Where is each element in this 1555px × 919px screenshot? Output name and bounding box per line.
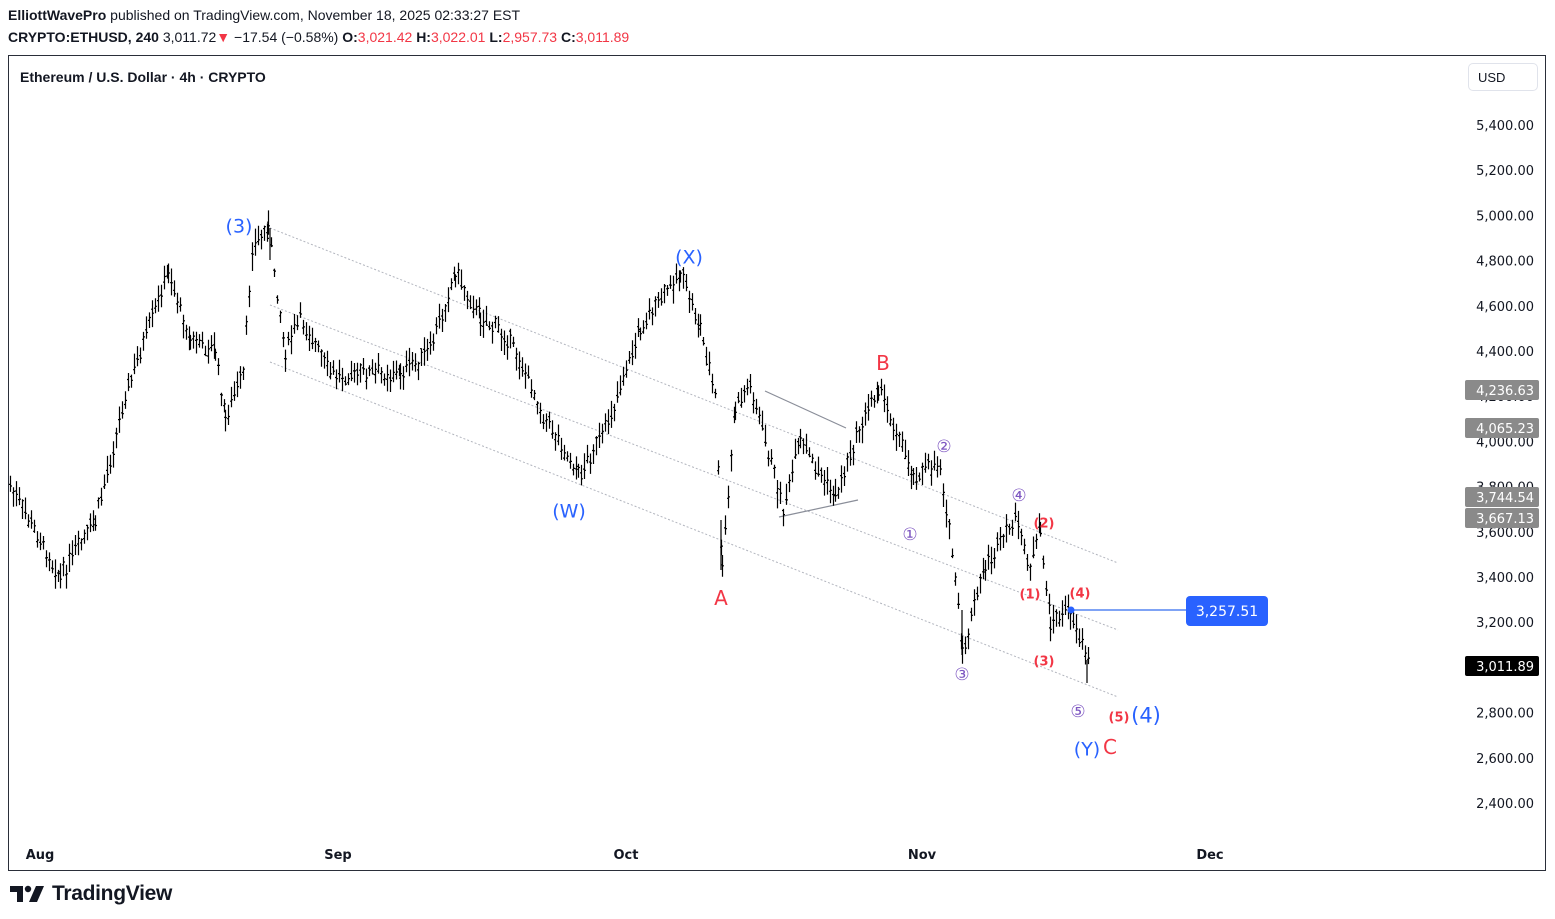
svg-text:4,065.23: 4,065.23 (1476, 422, 1534, 437)
open-value: 3,021.42 (357, 29, 413, 45)
trend-channel[interactable] (269, 227, 1119, 698)
price-badge (1465, 487, 1539, 507)
tradingview-logo-icon (10, 885, 44, 902)
channel-line-middle[interactable] (269, 304, 1119, 631)
triangle-line[interactable] (778, 499, 859, 518)
y-tick-label: 4,800.00 (1476, 255, 1534, 270)
wave-label: (5) (1109, 711, 1130, 726)
price-badge (1465, 380, 1539, 400)
svg-text:4,236.63: 4,236.63 (1476, 384, 1534, 399)
price-marker-3257[interactable]: 3,257.51 (1067, 596, 1269, 626)
wave-label: ⑤ (1070, 702, 1085, 722)
currency-button[interactable]: USD (1468, 63, 1538, 91)
wave-label: ① (902, 525, 917, 545)
wave-label: C (1103, 735, 1117, 759)
x-tick-label: Dec (1196, 848, 1223, 863)
svg-text:3,744.54: 3,744.54 (1476, 491, 1534, 506)
wave-label: (X) (675, 247, 703, 269)
open-label: O: (342, 29, 358, 45)
tradingview-brand: TradingView (52, 882, 173, 905)
wave-label: ② (936, 437, 951, 457)
x-tick-label: Sep (324, 848, 352, 863)
svg-text:3,011.89: 3,011.89 (1476, 660, 1534, 675)
y-tick-label: 2,800.00 (1476, 707, 1534, 722)
symbol-info-line: CRYPTO:ETHUSD, 240 3,011.72▼ −17.54 (−0.… (8, 29, 629, 45)
channel-line-upper[interactable] (269, 227, 1119, 564)
marker-price-badge[interactable] (1186, 596, 1268, 626)
symbol-label: CRYPTO:ETHUSD, 240 (8, 29, 159, 45)
y-tick-label: 5,400.00 (1476, 119, 1534, 134)
y-axis[interactable]: 5,400.00 5,200.00 5,000.00 4,800.00 4,600.00… (1476, 119, 1534, 812)
tradingview-logo[interactable]: TradingView (10, 882, 172, 906)
high-value: 3,022.01 (430, 29, 486, 45)
down-arrow-icon: ▼ (216, 29, 231, 45)
x-axis[interactable]: Aug Sep Oct Nov Dec (26, 848, 1224, 863)
channel-line-lower[interactable] (269, 361, 1119, 698)
wave-label: B (876, 351, 890, 375)
high-label: H: (416, 29, 431, 45)
triangle-pattern[interactable] (764, 390, 859, 518)
price-change: −17.54 (−0.58%) (234, 29, 339, 45)
triangle-line[interactable] (764, 390, 847, 429)
wave-label: (3) (226, 216, 253, 238)
chart-title: Ethereum / U.S. Dollar · 4h · CRYPTO (20, 69, 266, 85)
y-tick-label: 5,000.00 (1476, 209, 1534, 224)
low-value: 2,957.73 (502, 29, 558, 45)
y-tick-label: 4,400.00 (1476, 345, 1534, 360)
wave-label: (W) (552, 501, 586, 523)
last-price: 3,011.72 (162, 29, 217, 45)
low-label: L: (489, 29, 503, 45)
x-tick-label: Nov (908, 848, 937, 863)
y-tick-label: 3,400.00 (1476, 571, 1534, 586)
x-tick-label: Aug (26, 848, 55, 863)
wave-label: (3) (1034, 655, 1055, 670)
wave-label: (2) (1034, 517, 1055, 532)
y-tick-label: 2,400.00 (1476, 797, 1534, 812)
wave-label: A (714, 586, 728, 610)
wave-label: (Y) (1074, 739, 1100, 761)
y-tick-label: 5,200.00 (1476, 164, 1534, 179)
close-value: 3,011.89 (575, 29, 630, 45)
publish-info: ElliottWavePro published on TradingView.… (8, 7, 520, 23)
svg-text:3,667.13: 3,667.13 (1476, 512, 1534, 527)
chart-panel[interactable]: Ethereum / U.S. Dollar · 4h · CRYPTO USD (8, 55, 1546, 871)
y-tick-label: 4,600.00 (1476, 300, 1534, 315)
price-badge (1465, 418, 1539, 438)
wave-label: (4) (1131, 703, 1161, 727)
wave-label: ③ (954, 665, 969, 685)
wave-label: (1) (1020, 588, 1041, 603)
price-scale-badges: 4,236.63 4,065.23 3,744.54 3,667.13 3,011.89 (1465, 380, 1539, 676)
x-tick-label: Oct (614, 848, 639, 863)
y-tick-label: 3,200.00 (1476, 616, 1534, 631)
y-tick-label: 2,600.00 (1476, 752, 1534, 767)
close-label: C: (560, 29, 576, 45)
svg-text:3,257.51: 3,257.51 (1196, 604, 1258, 620)
y-tick-label: 3,600.00 (1476, 526, 1534, 541)
wave-label: ④ (1011, 486, 1026, 506)
ohlc-bars (9, 210, 1090, 683)
price-badge (1465, 656, 1539, 676)
y-tick-label: 4,000.00 (1476, 435, 1534, 450)
wave-label: (4) (1070, 587, 1091, 602)
published-text: published on TradingView.com, November 1… (106, 7, 521, 23)
price-badge (1465, 508, 1539, 528)
author-name[interactable]: ElliottWavePro (8, 7, 107, 23)
marker-dot[interactable] (1067, 606, 1075, 614)
